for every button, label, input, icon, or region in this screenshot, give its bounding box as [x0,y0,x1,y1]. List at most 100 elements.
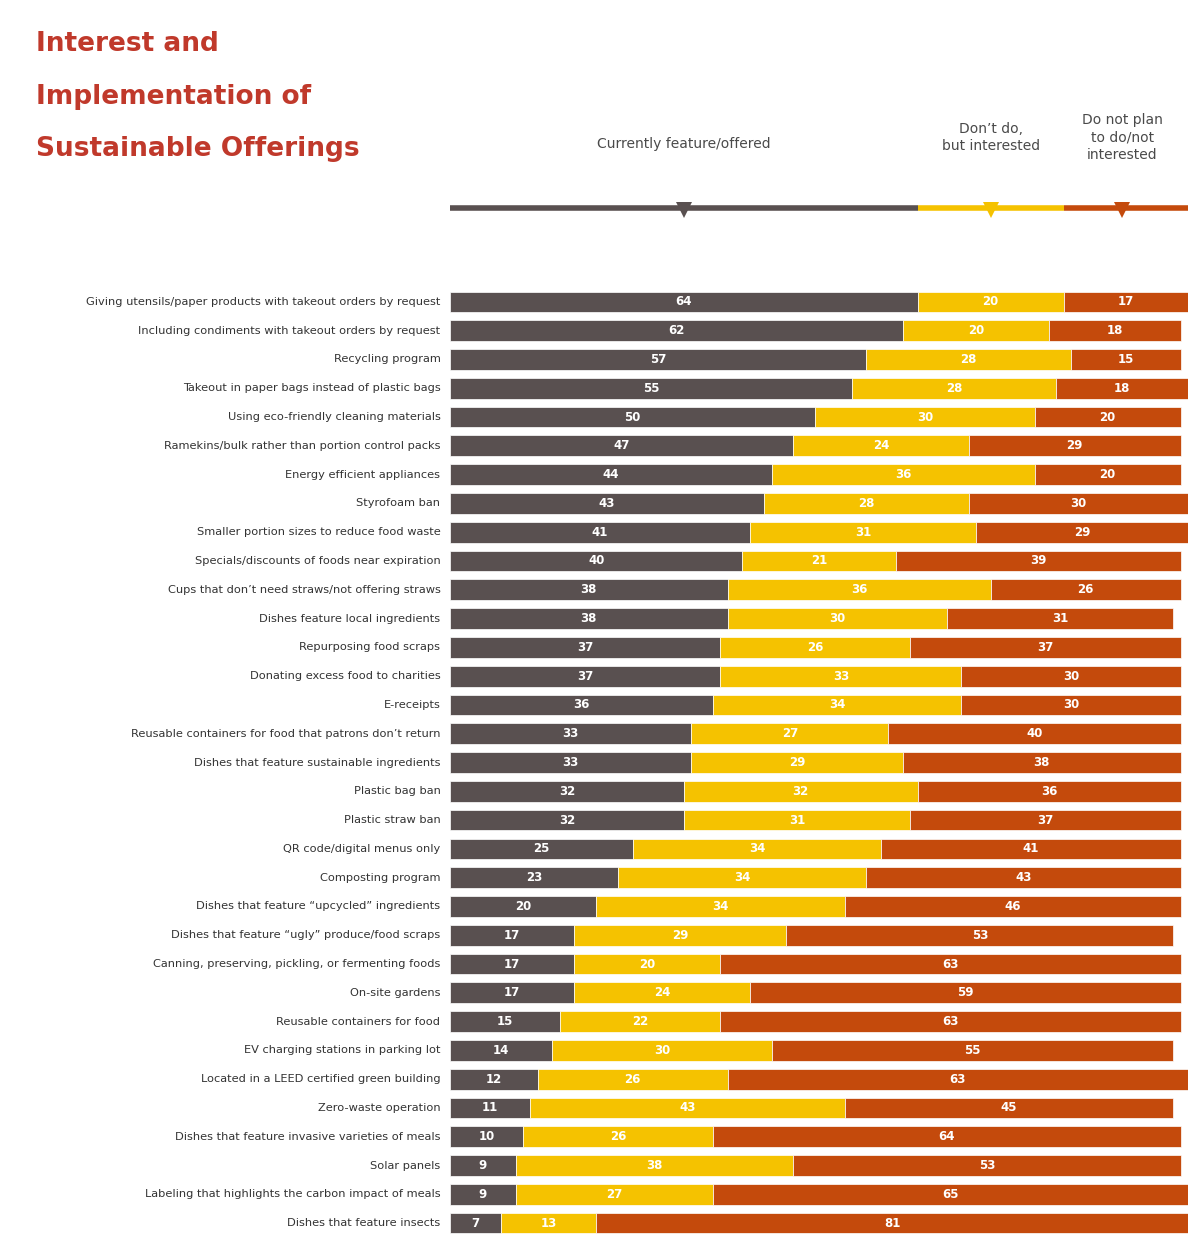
Text: 32: 32 [559,785,575,798]
Text: Recycling program: Recycling program [334,355,440,365]
Text: 27: 27 [606,1188,623,1201]
Text: 57: 57 [650,352,666,366]
Text: 34: 34 [712,900,728,912]
Text: 27: 27 [781,728,798,740]
Text: 12: 12 [486,1072,502,1086]
Bar [866,349,1072,370]
Bar [450,752,691,772]
Text: 17: 17 [504,958,521,970]
Bar [720,1011,1181,1032]
Bar [502,1212,596,1234]
Bar [450,1212,502,1234]
Text: 28: 28 [961,352,977,366]
Text: Reusable containers for food that patrons don’t return: Reusable containers for food that patron… [131,729,440,739]
Bar [1063,291,1188,312]
Text: 33: 33 [563,728,578,740]
Text: 10: 10 [479,1130,494,1144]
Text: 36: 36 [1040,785,1057,798]
Bar [918,781,1181,801]
Bar [450,435,793,456]
Bar [720,954,1181,975]
Text: 34: 34 [749,842,766,855]
Bar [866,867,1181,887]
Text: Cups that don’t need straws/not offering straws: Cups that don’t need straws/not offering… [168,585,440,595]
Text: 25: 25 [533,842,550,855]
Text: 11: 11 [482,1101,498,1115]
Text: 34: 34 [829,699,846,711]
Text: 45: 45 [1001,1101,1018,1115]
Bar [1034,406,1181,428]
Text: 15: 15 [1117,352,1134,366]
Text: Energy efficient appliances: Energy efficient appliances [286,470,440,480]
Text: 44: 44 [602,468,619,481]
Text: 38: 38 [647,1159,662,1172]
Bar [516,1184,713,1205]
Text: 38: 38 [581,612,598,625]
Bar [911,638,1181,658]
Bar [1034,464,1181,485]
Bar [552,1040,772,1061]
Bar [815,406,1034,428]
Bar [743,550,895,571]
Bar [691,724,888,744]
Bar [1056,378,1188,399]
Text: 43: 43 [599,498,616,510]
Bar [450,1126,523,1148]
Bar [1049,320,1181,341]
Bar [684,810,911,830]
Text: 33: 33 [833,670,850,682]
Text: 81: 81 [884,1216,900,1230]
Text: Interest and: Interest and [36,31,218,58]
Bar [684,781,918,801]
Bar [450,638,720,658]
Bar [961,666,1181,686]
Text: 43: 43 [679,1101,696,1115]
Text: Dishes that feature “upcycled” ingredients: Dishes that feature “upcycled” ingredien… [197,901,440,911]
Text: 20: 20 [983,295,998,309]
Text: 17: 17 [504,929,521,941]
Text: E-receipts: E-receipts [384,700,440,710]
Text: Dishes that feature insects: Dishes that feature insects [287,1218,440,1228]
Bar [991,580,1181,600]
Text: 63: 63 [942,1015,959,1028]
Text: 64: 64 [938,1130,955,1144]
Text: 36: 36 [574,699,589,711]
Text: 30: 30 [1063,670,1079,682]
Text: 20: 20 [515,900,532,912]
Bar [772,1040,1174,1061]
Bar [450,580,727,600]
Bar [727,609,947,629]
Text: 32: 32 [793,785,809,798]
Bar [450,666,720,686]
Bar [793,1155,1181,1176]
Text: 37: 37 [1037,814,1054,826]
Bar [750,521,976,542]
Bar [450,867,618,887]
Text: 63: 63 [949,1072,966,1086]
Bar [691,752,904,772]
Text: Canning, preserving, pickling, or fermenting foods: Canning, preserving, pickling, or fermen… [154,959,440,969]
Text: 63: 63 [942,958,959,970]
Text: 37: 37 [577,641,593,654]
Bar [918,291,1063,312]
Bar [450,1011,559,1032]
Text: 22: 22 [632,1015,648,1028]
Bar [727,1069,1188,1090]
Bar [845,1098,1174,1119]
Text: Solar panels: Solar panels [370,1160,440,1170]
Text: 40: 40 [588,555,605,568]
Bar [450,291,918,312]
Text: Repurposing food scraps: Repurposing food scraps [300,642,440,652]
Bar [450,1184,516,1205]
Bar [961,695,1181,715]
Text: 20: 20 [968,324,984,338]
Bar [1072,349,1181,370]
Text: 20: 20 [640,958,655,970]
Text: 30: 30 [1070,498,1086,510]
Text: Zero-waste operation: Zero-waste operation [318,1102,440,1112]
Text: 23: 23 [526,871,542,884]
Text: 47: 47 [613,439,630,452]
Bar [450,695,713,715]
Bar [450,378,852,399]
Text: 32: 32 [559,814,575,826]
